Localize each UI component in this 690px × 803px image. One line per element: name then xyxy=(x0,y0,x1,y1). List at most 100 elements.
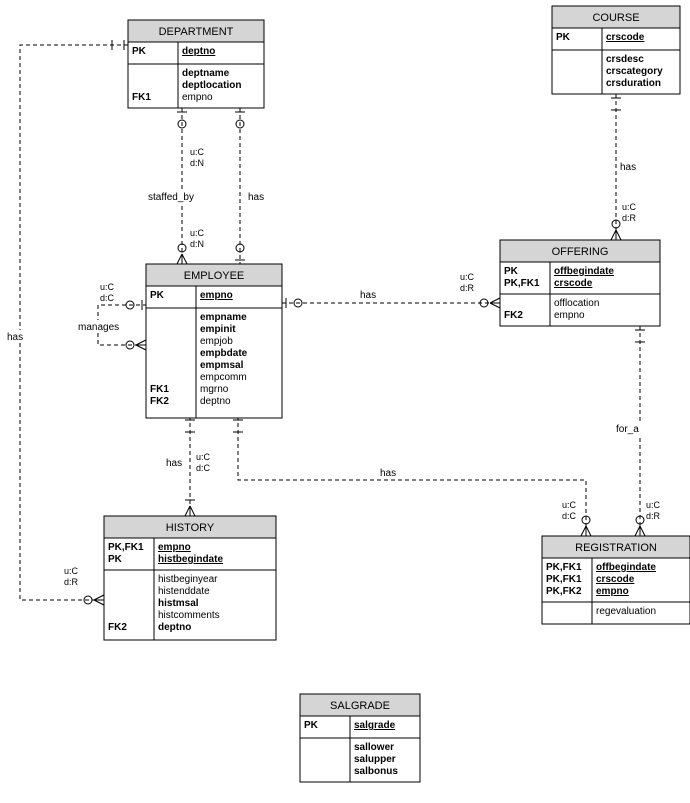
svg-text:COURSE: COURSE xyxy=(592,12,639,24)
rel-has: has u:Cd:R xyxy=(282,272,500,308)
svg-text:EMPLOYEE: EMPLOYEE xyxy=(184,270,245,282)
svg-text:FK2: FK2 xyxy=(504,310,523,321)
svg-text:has: has xyxy=(620,162,636,173)
svg-text:empno: empno xyxy=(158,542,191,553)
rel-for_a: for_a u:Cd:R xyxy=(614,326,661,536)
svg-text:PK,FK2: PK,FK2 xyxy=(546,586,582,597)
svg-text:sallower: sallower xyxy=(354,742,394,753)
svg-text:FK2: FK2 xyxy=(108,622,127,633)
entity-department: DEPARTMENT PK deptno FK1 deptnamedeptlocatio… xyxy=(128,20,264,108)
svg-text:PK: PK xyxy=(556,32,571,43)
er-diagram: staffed_byu:Cd:Nu:Cd:Nhasmanagesu:Cd:Cha… xyxy=(0,0,690,803)
svg-text:REGISTRATION: REGISTRATION xyxy=(575,542,657,554)
svg-text:salupper: salupper xyxy=(354,754,396,765)
svg-text:crsduration: crsduration xyxy=(606,78,661,89)
svg-text:u:C: u:C xyxy=(64,566,79,576)
svg-text:d:R: d:R xyxy=(622,213,637,223)
svg-text:offbegindate: offbegindate xyxy=(596,562,656,573)
svg-text:histcomments: histcomments xyxy=(158,610,220,621)
svg-text:deptno: deptno xyxy=(158,622,191,633)
svg-text:empbdate: empbdate xyxy=(200,348,248,359)
svg-text:FK1: FK1 xyxy=(132,92,151,103)
rel-has: has xyxy=(235,108,270,264)
rel-has: has u:Cd:C xyxy=(164,416,211,516)
svg-text:histbeginyear: histbeginyear xyxy=(158,574,218,585)
svg-text:crscode: crscode xyxy=(606,32,645,43)
svg-text:empno: empno xyxy=(182,92,213,103)
rel-has: has u:Cd:C xyxy=(233,416,591,536)
svg-text:empcomm: empcomm xyxy=(200,372,247,383)
svg-text:FK2: FK2 xyxy=(150,396,169,407)
svg-text:PK: PK xyxy=(150,290,165,301)
svg-text:u:C: u:C xyxy=(622,202,637,212)
svg-text:crscode: crscode xyxy=(554,278,593,289)
svg-text:empmsal: empmsal xyxy=(200,360,244,371)
svg-text:PK: PK xyxy=(304,720,319,731)
svg-text:d:R: d:R xyxy=(64,577,79,587)
svg-text:d:C: d:C xyxy=(100,293,115,303)
entity-employee: EMPLOYEE PK empno FK1FK2 empnameempinitempjo… xyxy=(146,264,282,418)
svg-text:d:R: d:R xyxy=(646,511,661,521)
rel-manages: managesu:Cd:C xyxy=(76,282,146,350)
svg-text:PK,FK1: PK,FK1 xyxy=(108,542,144,553)
svg-text:offlocation: offlocation xyxy=(554,298,599,309)
svg-text:OFFERING: OFFERING xyxy=(552,246,609,258)
svg-text:histenddate: histenddate xyxy=(158,586,210,597)
svg-text:SALGRADE: SALGRADE xyxy=(330,700,390,712)
svg-text:empjob: empjob xyxy=(200,336,233,347)
svg-text:HISTORY: HISTORY xyxy=(166,522,215,534)
svg-text:has: has xyxy=(166,458,182,469)
svg-text:empno: empno xyxy=(596,586,629,597)
entity-offering: OFFERING PKPK,FK1 offbegindatecrscode FK2 of… xyxy=(500,240,660,326)
svg-text:mgrno: mgrno xyxy=(200,384,229,395)
svg-text:crscode: crscode xyxy=(596,574,635,585)
svg-text:u:C: u:C xyxy=(196,452,211,462)
rel-staffed_by: staffed_byu:Cd:Nu:Cd:N xyxy=(146,108,212,264)
svg-text:PK,FK1: PK,FK1 xyxy=(546,574,582,585)
rel-has: has u:Cd:R xyxy=(611,94,642,240)
entity-history: HISTORY PK,FK1PK empnohistbegindate FK2 hist… xyxy=(104,516,276,640)
svg-text:d:R: d:R xyxy=(460,283,475,293)
svg-text:has: has xyxy=(380,468,396,479)
svg-text:has: has xyxy=(7,332,23,343)
svg-text:empinit: empinit xyxy=(200,324,236,335)
svg-text:salgrade: salgrade xyxy=(354,720,396,731)
svg-text:salbonus: salbonus xyxy=(354,766,398,777)
entity-registration: REGISTRATIONPK,FK1PK,FK1PK,FK2offbeginda… xyxy=(542,536,690,624)
svg-text:d:C: d:C xyxy=(196,463,211,473)
svg-text:manages: manages xyxy=(78,322,119,333)
svg-text:crsdesc: crsdesc xyxy=(606,54,644,65)
svg-text:PK,FK1: PK,FK1 xyxy=(504,278,540,289)
svg-text:crscategory: crscategory xyxy=(606,66,663,77)
svg-text:u:C: u:C xyxy=(190,147,205,157)
svg-text:u:C: u:C xyxy=(562,500,577,510)
svg-text:deptname: deptname xyxy=(182,68,230,79)
svg-text:staffed_by: staffed_by xyxy=(148,192,194,203)
svg-text:d:C: d:C xyxy=(562,511,577,521)
svg-text:regevaluation: regevaluation xyxy=(596,606,656,617)
svg-text:PK,FK1: PK,FK1 xyxy=(546,562,582,573)
svg-text:d:N: d:N xyxy=(190,239,204,249)
svg-text:empname: empname xyxy=(200,312,247,323)
svg-text:for_a: for_a xyxy=(616,424,639,435)
svg-text:d:N: d:N xyxy=(190,158,204,168)
svg-text:PK: PK xyxy=(504,266,519,277)
svg-text:u:C: u:C xyxy=(460,272,475,282)
svg-text:deptno: deptno xyxy=(200,396,231,407)
svg-text:u:C: u:C xyxy=(646,500,661,510)
svg-text:histbegindate: histbegindate xyxy=(158,554,223,565)
entity-course: COURSE PK crscode crsdesccrscategorycrsdura… xyxy=(552,6,680,94)
svg-text:empno: empno xyxy=(200,290,233,301)
svg-text:deptlocation: deptlocation xyxy=(182,80,241,91)
svg-text:u:C: u:C xyxy=(190,228,205,238)
svg-text:has: has xyxy=(360,290,376,301)
svg-text:offbegindate: offbegindate xyxy=(554,266,614,277)
svg-text:has: has xyxy=(248,192,264,203)
svg-text:FK1: FK1 xyxy=(150,384,169,395)
svg-text:PK: PK xyxy=(132,46,147,57)
svg-text:PK: PK xyxy=(108,554,123,565)
svg-text:empno: empno xyxy=(554,310,585,321)
svg-text:DEPARTMENT: DEPARTMENT xyxy=(159,26,234,38)
entity-salgrade: SALGRADE PK salgrade sallowersaluppersalbon… xyxy=(300,694,420,782)
svg-text:deptno: deptno xyxy=(182,46,215,57)
